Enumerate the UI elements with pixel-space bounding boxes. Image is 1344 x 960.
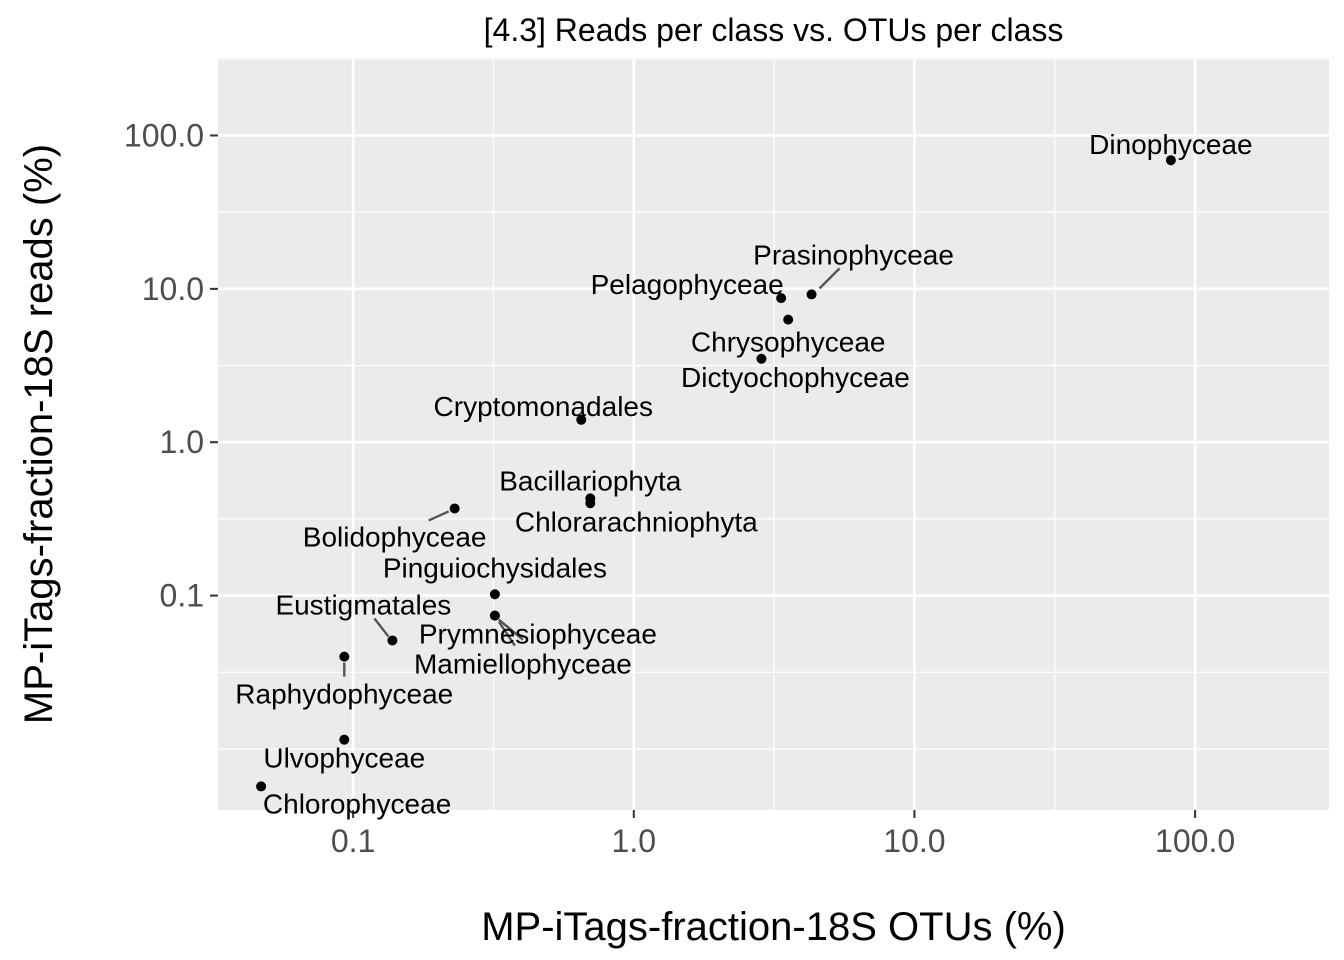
point-label: Dinophyceae xyxy=(1089,129,1252,160)
point-label: Chrysophyceae xyxy=(691,327,886,358)
data-point xyxy=(1165,155,1176,166)
data-point xyxy=(489,610,500,621)
data-point xyxy=(756,353,767,364)
label-connector xyxy=(373,617,390,638)
point-label: Bacillariophyta xyxy=(499,465,682,496)
point-label: Chlorophyceae xyxy=(263,788,451,819)
x-axis-title: MP-iTags-fraction-18S OTUs (%) xyxy=(481,905,1066,949)
data-point xyxy=(256,781,267,792)
x-tick-label: 100.0 xyxy=(1155,823,1235,859)
plot-panel xyxy=(218,58,1329,810)
axis-ticks: 0.1 1.0 10.0 100.0 0.1 1.0 10.0 100.0 xyxy=(124,117,1235,859)
data-point xyxy=(387,635,398,646)
point-label: Prasinophyceae xyxy=(753,239,954,270)
point-label: Pelagophyceae xyxy=(591,269,784,300)
data-point xyxy=(783,314,794,325)
label-segments xyxy=(343,267,841,677)
label-connector xyxy=(428,510,450,522)
x-tick-label: 1.0 xyxy=(612,823,656,859)
point-label: Mamiellophyceae xyxy=(414,649,632,680)
data-point xyxy=(576,414,587,425)
data-point xyxy=(806,289,817,300)
data-point xyxy=(449,503,460,514)
point-label: Pinguiochysidales xyxy=(383,552,607,583)
chart-title: [4.3] Reads per class vs. OTUs per class xyxy=(484,12,1064,48)
point-label: Cryptomonadales xyxy=(434,391,653,422)
label-connector xyxy=(818,267,841,290)
x-tick-label: 0.1 xyxy=(331,823,375,859)
point-label: Dictyochophyceae xyxy=(681,362,910,393)
point-label: Chlorarachniophyta xyxy=(515,506,758,537)
data-point xyxy=(339,734,350,745)
point-label: Eustigmatales xyxy=(275,589,451,620)
grid-lines xyxy=(218,58,1329,810)
point-label: Ulvophyceae xyxy=(263,743,425,774)
data-point xyxy=(585,498,596,509)
point-label: Raphydophyceae xyxy=(235,679,453,710)
y-axis-title: MP-iTags-fraction-18S reads (%) xyxy=(17,144,61,724)
y-tick-label: 1.0 xyxy=(160,424,204,460)
label-connector xyxy=(497,620,516,647)
data-point xyxy=(339,651,350,662)
data-points xyxy=(256,155,1176,792)
point-label: Bolidophyceae xyxy=(303,521,487,552)
y-tick-label: 100.0 xyxy=(124,117,204,153)
y-tick-label: 0.1 xyxy=(160,578,204,614)
label-connector xyxy=(498,618,524,641)
point-label: Prymnesiophyceae xyxy=(419,619,657,650)
data-point xyxy=(489,589,500,600)
y-tick-label: 10.0 xyxy=(142,271,204,307)
x-tick-label: 10.0 xyxy=(883,823,945,859)
data-point xyxy=(776,293,787,304)
